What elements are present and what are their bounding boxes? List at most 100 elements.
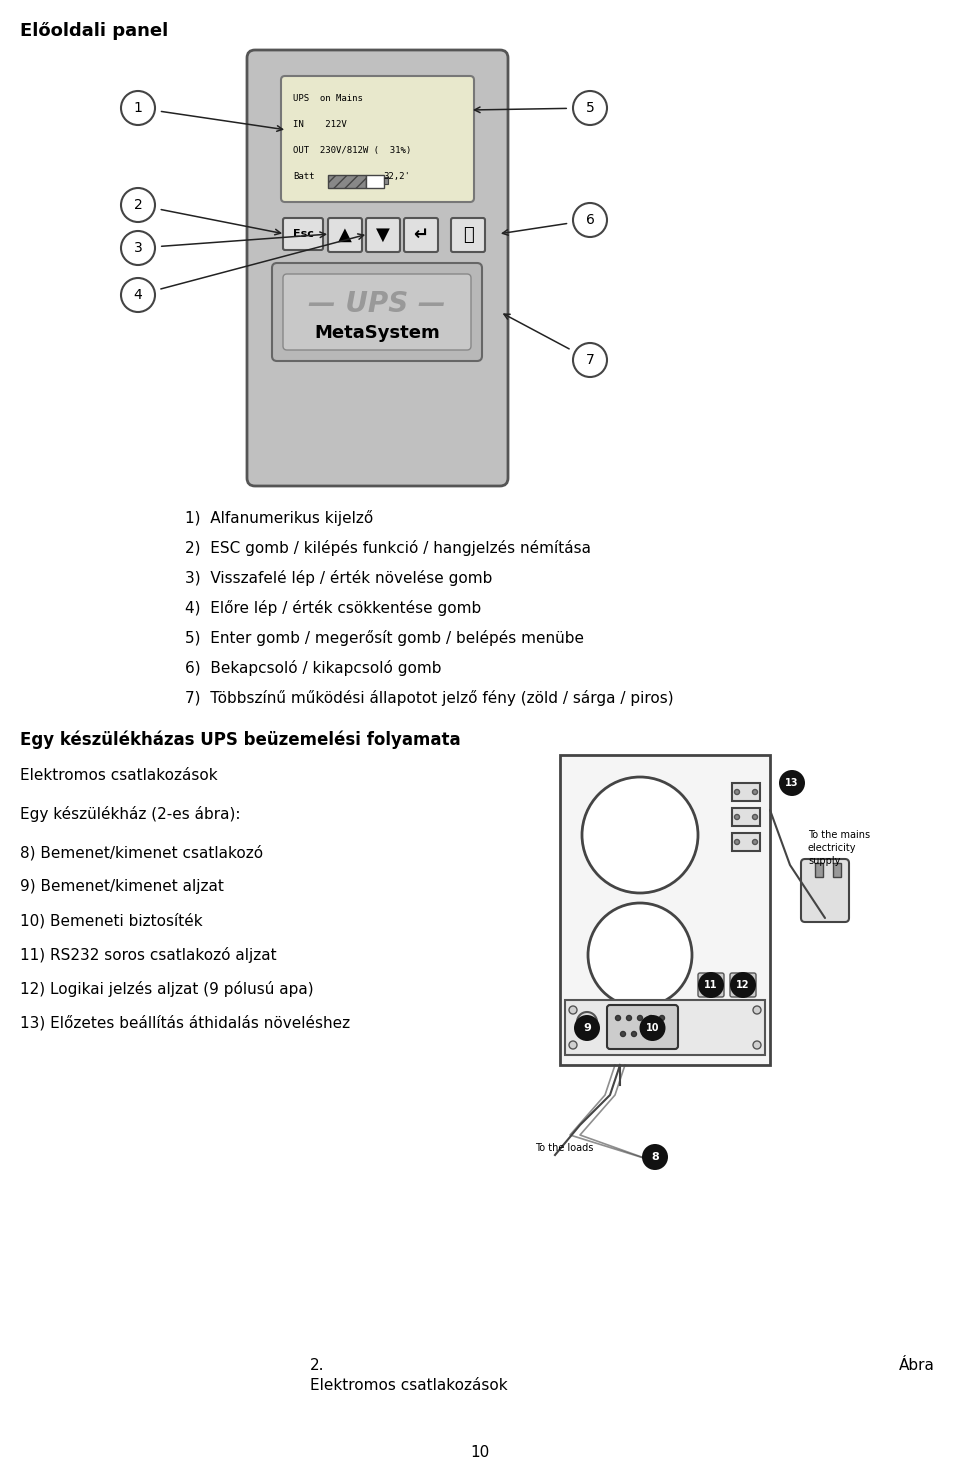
Circle shape bbox=[698, 972, 724, 997]
Circle shape bbox=[730, 972, 756, 997]
Text: To the mains
electricity
supply: To the mains electricity supply bbox=[808, 830, 870, 867]
Bar bbox=[815, 862, 823, 877]
Text: 2)  ESC gomb / kilépés funkció / hangjelzés némítása: 2) ESC gomb / kilépés funkció / hangjelz… bbox=[185, 541, 591, 555]
Circle shape bbox=[734, 814, 739, 820]
FancyBboxPatch shape bbox=[404, 217, 438, 253]
Text: 2.: 2. bbox=[310, 1357, 324, 1374]
Text: Ábra: Ábra bbox=[900, 1357, 935, 1374]
Text: 11: 11 bbox=[705, 980, 718, 990]
FancyBboxPatch shape bbox=[272, 263, 482, 361]
Text: 9: 9 bbox=[583, 1022, 591, 1033]
Bar bbox=[328, 175, 366, 188]
FancyBboxPatch shape bbox=[247, 50, 508, 486]
Text: Batt: Batt bbox=[293, 172, 315, 181]
Text: Egy készülékházas UPS beüzemelési folyamata: Egy készülékházas UPS beüzemelési folyam… bbox=[20, 730, 461, 749]
Circle shape bbox=[573, 203, 607, 237]
Circle shape bbox=[121, 91, 155, 125]
Circle shape bbox=[121, 188, 155, 222]
Text: 7: 7 bbox=[586, 353, 594, 367]
Text: ▼: ▼ bbox=[376, 226, 390, 244]
Text: 13) Előzetes beállítás áthidalás növeléshez: 13) Előzetes beállítás áthidalás növelés… bbox=[20, 1015, 350, 1030]
Circle shape bbox=[582, 777, 698, 893]
FancyBboxPatch shape bbox=[801, 859, 849, 923]
Bar bbox=[384, 176, 388, 184]
Circle shape bbox=[615, 1015, 620, 1021]
Circle shape bbox=[121, 231, 155, 264]
Text: 13: 13 bbox=[785, 779, 799, 787]
Text: 5)  Enter gomb / megerősít gomb / belépés menübe: 5) Enter gomb / megerősít gomb / belépés… bbox=[185, 630, 584, 646]
Text: Esc: Esc bbox=[293, 229, 313, 239]
Text: 8) Bemenet/kimenet csatlakozó: 8) Bemenet/kimenet csatlakozó bbox=[20, 845, 263, 861]
Text: 1: 1 bbox=[133, 101, 142, 115]
Circle shape bbox=[574, 1015, 600, 1042]
Text: 10) Bemeneti biztosíték: 10) Bemeneti biztosíték bbox=[20, 914, 203, 928]
Text: MetaSystem: MetaSystem bbox=[314, 325, 440, 342]
Circle shape bbox=[753, 839, 757, 845]
Circle shape bbox=[577, 1012, 597, 1033]
Text: 12) Logikai jelzés aljzat (9 pólusú apa): 12) Logikai jelzés aljzat (9 pólusú apa) bbox=[20, 981, 314, 997]
Circle shape bbox=[753, 1042, 761, 1049]
FancyBboxPatch shape bbox=[366, 217, 400, 253]
Text: 11) RS232 soros csatlakozó aljzat: 11) RS232 soros csatlakozó aljzat bbox=[20, 948, 276, 964]
FancyBboxPatch shape bbox=[328, 217, 362, 253]
Text: 32,2': 32,2' bbox=[383, 172, 410, 181]
Text: UPS  on Mains: UPS on Mains bbox=[293, 94, 363, 103]
Text: IN    212V: IN 212V bbox=[293, 120, 347, 129]
Text: Egy készülékház (2-es ábra):: Egy készülékház (2-es ábra): bbox=[20, 806, 241, 823]
Text: 4)  Előre lép / érték csökkentése gomb: 4) Előre lép / érték csökkentése gomb bbox=[185, 599, 481, 616]
FancyBboxPatch shape bbox=[730, 972, 756, 997]
Circle shape bbox=[573, 342, 607, 378]
Circle shape bbox=[637, 1015, 642, 1021]
Text: 6)  Bekapcsoló / kikapcsoló gomb: 6) Bekapcsoló / kikapcsoló gomb bbox=[185, 660, 442, 676]
FancyBboxPatch shape bbox=[283, 217, 323, 250]
Text: 9) Bemenet/kimenet aljzat: 9) Bemenet/kimenet aljzat bbox=[20, 878, 224, 895]
Text: 5: 5 bbox=[586, 101, 594, 115]
Text: Elektromos csatlakozások: Elektromos csatlakozások bbox=[310, 1378, 508, 1393]
Text: 12: 12 bbox=[736, 980, 750, 990]
Circle shape bbox=[569, 1042, 577, 1049]
Circle shape bbox=[569, 1006, 577, 1014]
Text: 10: 10 bbox=[646, 1022, 660, 1033]
Text: 8: 8 bbox=[651, 1152, 659, 1162]
Bar bbox=[732, 833, 760, 851]
Text: ▲: ▲ bbox=[338, 226, 352, 244]
Circle shape bbox=[627, 1015, 632, 1021]
Circle shape bbox=[660, 1015, 664, 1021]
Circle shape bbox=[588, 903, 692, 1008]
Text: 1)  Alfanumerikus kijelző: 1) Alfanumerikus kijelző bbox=[185, 510, 373, 526]
Text: ⏻: ⏻ bbox=[463, 226, 473, 244]
Circle shape bbox=[654, 1031, 659, 1037]
Bar bbox=[833, 862, 841, 877]
Circle shape bbox=[734, 839, 739, 845]
Circle shape bbox=[639, 1015, 665, 1042]
Text: 6: 6 bbox=[586, 213, 594, 228]
FancyBboxPatch shape bbox=[281, 76, 474, 203]
Bar bbox=[732, 808, 760, 826]
FancyBboxPatch shape bbox=[607, 1005, 678, 1049]
Circle shape bbox=[573, 91, 607, 125]
Circle shape bbox=[753, 814, 757, 820]
Circle shape bbox=[753, 789, 757, 795]
Circle shape bbox=[649, 1015, 654, 1021]
Text: Előoldali panel: Előoldali panel bbox=[20, 22, 168, 40]
Text: 3)  Visszafelé lép / érték növelése gomb: 3) Visszafelé lép / érték növelése gomb bbox=[185, 570, 492, 586]
Text: 2: 2 bbox=[133, 198, 142, 212]
FancyBboxPatch shape bbox=[283, 275, 471, 350]
Circle shape bbox=[734, 789, 739, 795]
Circle shape bbox=[642, 1031, 647, 1037]
Text: Elektromos csatlakozások: Elektromos csatlakozások bbox=[20, 768, 218, 783]
Text: — UPS —: — UPS — bbox=[308, 289, 445, 317]
FancyBboxPatch shape bbox=[451, 217, 485, 253]
Text: To the loads: To the loads bbox=[535, 1143, 593, 1153]
Text: 3: 3 bbox=[133, 241, 142, 256]
Circle shape bbox=[632, 1031, 636, 1037]
Circle shape bbox=[753, 1006, 761, 1014]
Bar bbox=[565, 1000, 765, 1055]
Text: 10: 10 bbox=[470, 1445, 490, 1460]
Circle shape bbox=[620, 1031, 626, 1037]
Text: 7)  Többszínű működési állapotot jelző fény (zöld / sárga / piros): 7) Többszínű működési állapotot jelző fé… bbox=[185, 690, 674, 707]
Circle shape bbox=[779, 770, 805, 796]
Bar bbox=[732, 783, 760, 801]
Text: ↵: ↵ bbox=[414, 226, 428, 244]
Bar bbox=[366, 175, 384, 188]
